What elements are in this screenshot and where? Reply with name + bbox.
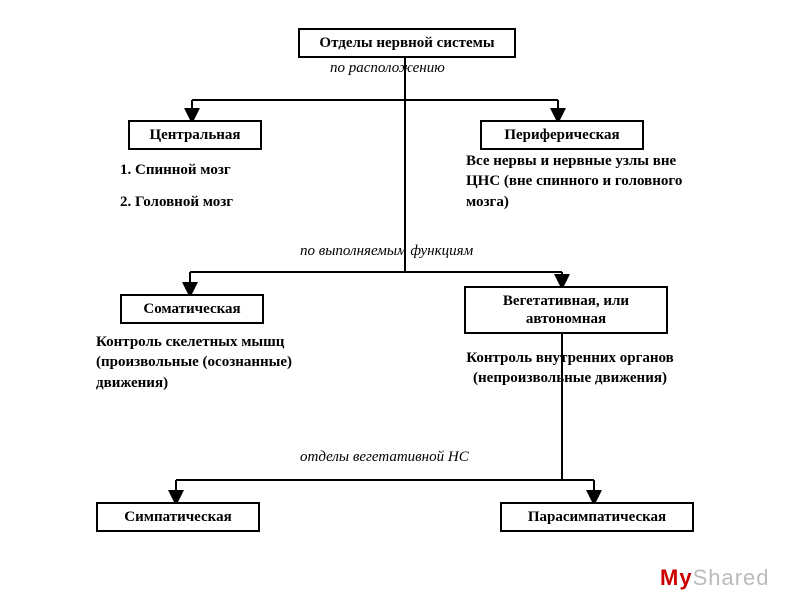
- watermark-rest: Shared: [693, 565, 770, 590]
- watermark: MyShared: [660, 565, 770, 591]
- node-vegetative: Вегетативная, или автономная: [464, 286, 668, 334]
- node-root: Отделы нервной системы: [298, 28, 516, 58]
- label-by-function: по выполняемым функциям: [300, 243, 473, 260]
- label-by-location: по расположению: [330, 60, 445, 77]
- node-peripheral: Периферическая: [480, 120, 644, 150]
- desc-peripheral: Все нервы и нервные узлы вне ЦНС (вне сп…: [466, 151, 696, 212]
- node-central: Центральная: [128, 120, 262, 150]
- node-somatic: Соматическая: [120, 294, 264, 324]
- desc-vegetative: Контроль внутренних органов (непроизволь…: [440, 348, 700, 389]
- label-vegetative-sections: отделы вегетативной НС: [300, 449, 469, 466]
- desc-central-line2: 2. Головной мозг: [120, 192, 320, 212]
- desc-central: 1. Спинной мозг 2. Головной мозг: [120, 160, 320, 213]
- watermark-prefix: My: [660, 565, 693, 590]
- desc-somatic: Контроль скелетных мышц (произвольные (о…: [96, 332, 326, 393]
- node-sympathetic: Симпатическая: [96, 502, 260, 532]
- desc-central-line1: 1. Спинной мозг: [120, 160, 320, 180]
- node-parasympathetic: Парасимпатическая: [500, 502, 694, 532]
